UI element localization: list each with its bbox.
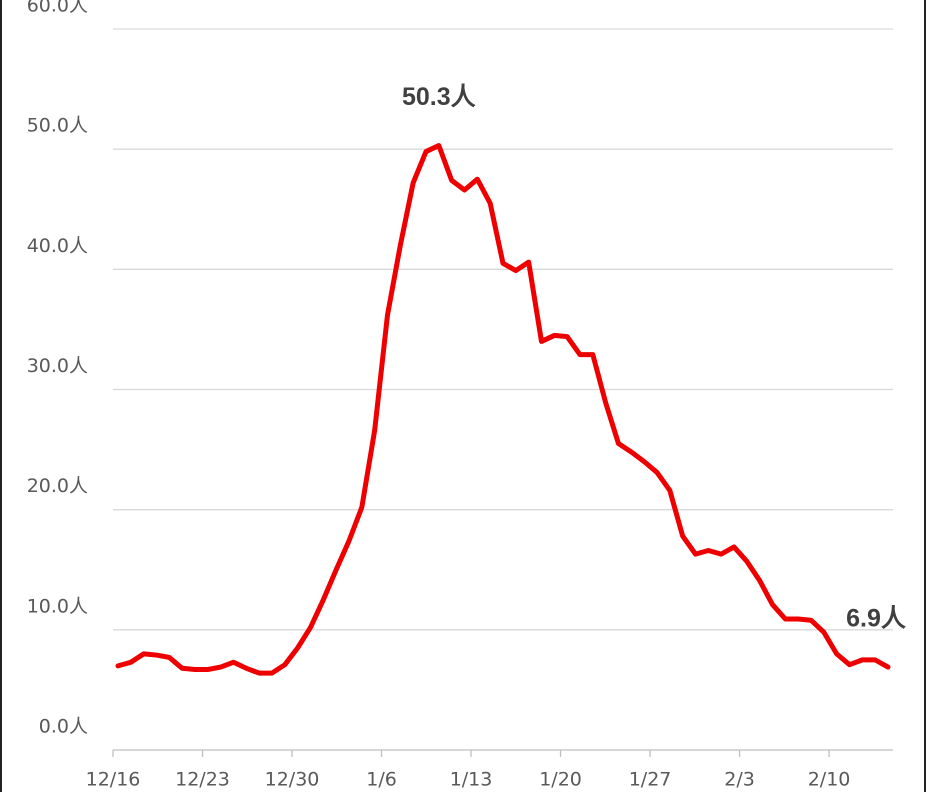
y-tick-label: 10.0人: [27, 595, 88, 617]
x-tick-label: 2/10: [808, 769, 851, 791]
data-label: 6.9人: [846, 605, 906, 633]
x-tick-label: 12/16: [86, 769, 141, 791]
y-tick-label: 30.0人: [27, 355, 88, 377]
y-tick-label: 40.0人: [27, 235, 88, 257]
x-tick-label: 1/27: [629, 769, 672, 791]
x-tick-label: 2/3: [724, 769, 755, 791]
x-tick-label: 1/20: [539, 769, 582, 791]
y-tick-label: 60.0人: [27, 0, 88, 17]
data-label: 50.3人: [402, 83, 476, 111]
x-tick-label: 1/6: [366, 769, 397, 791]
y-tick-label: 0.0人: [39, 716, 88, 738]
data-line: [115, 143, 891, 676]
y-tick-label: 20.0人: [27, 475, 88, 497]
y-tick-label: 50.0人: [27, 115, 88, 137]
x-tick-label: 12/23: [175, 769, 230, 791]
x-tick-label: 12/30: [265, 769, 320, 791]
x-tick-label: 1/13: [450, 769, 493, 791]
